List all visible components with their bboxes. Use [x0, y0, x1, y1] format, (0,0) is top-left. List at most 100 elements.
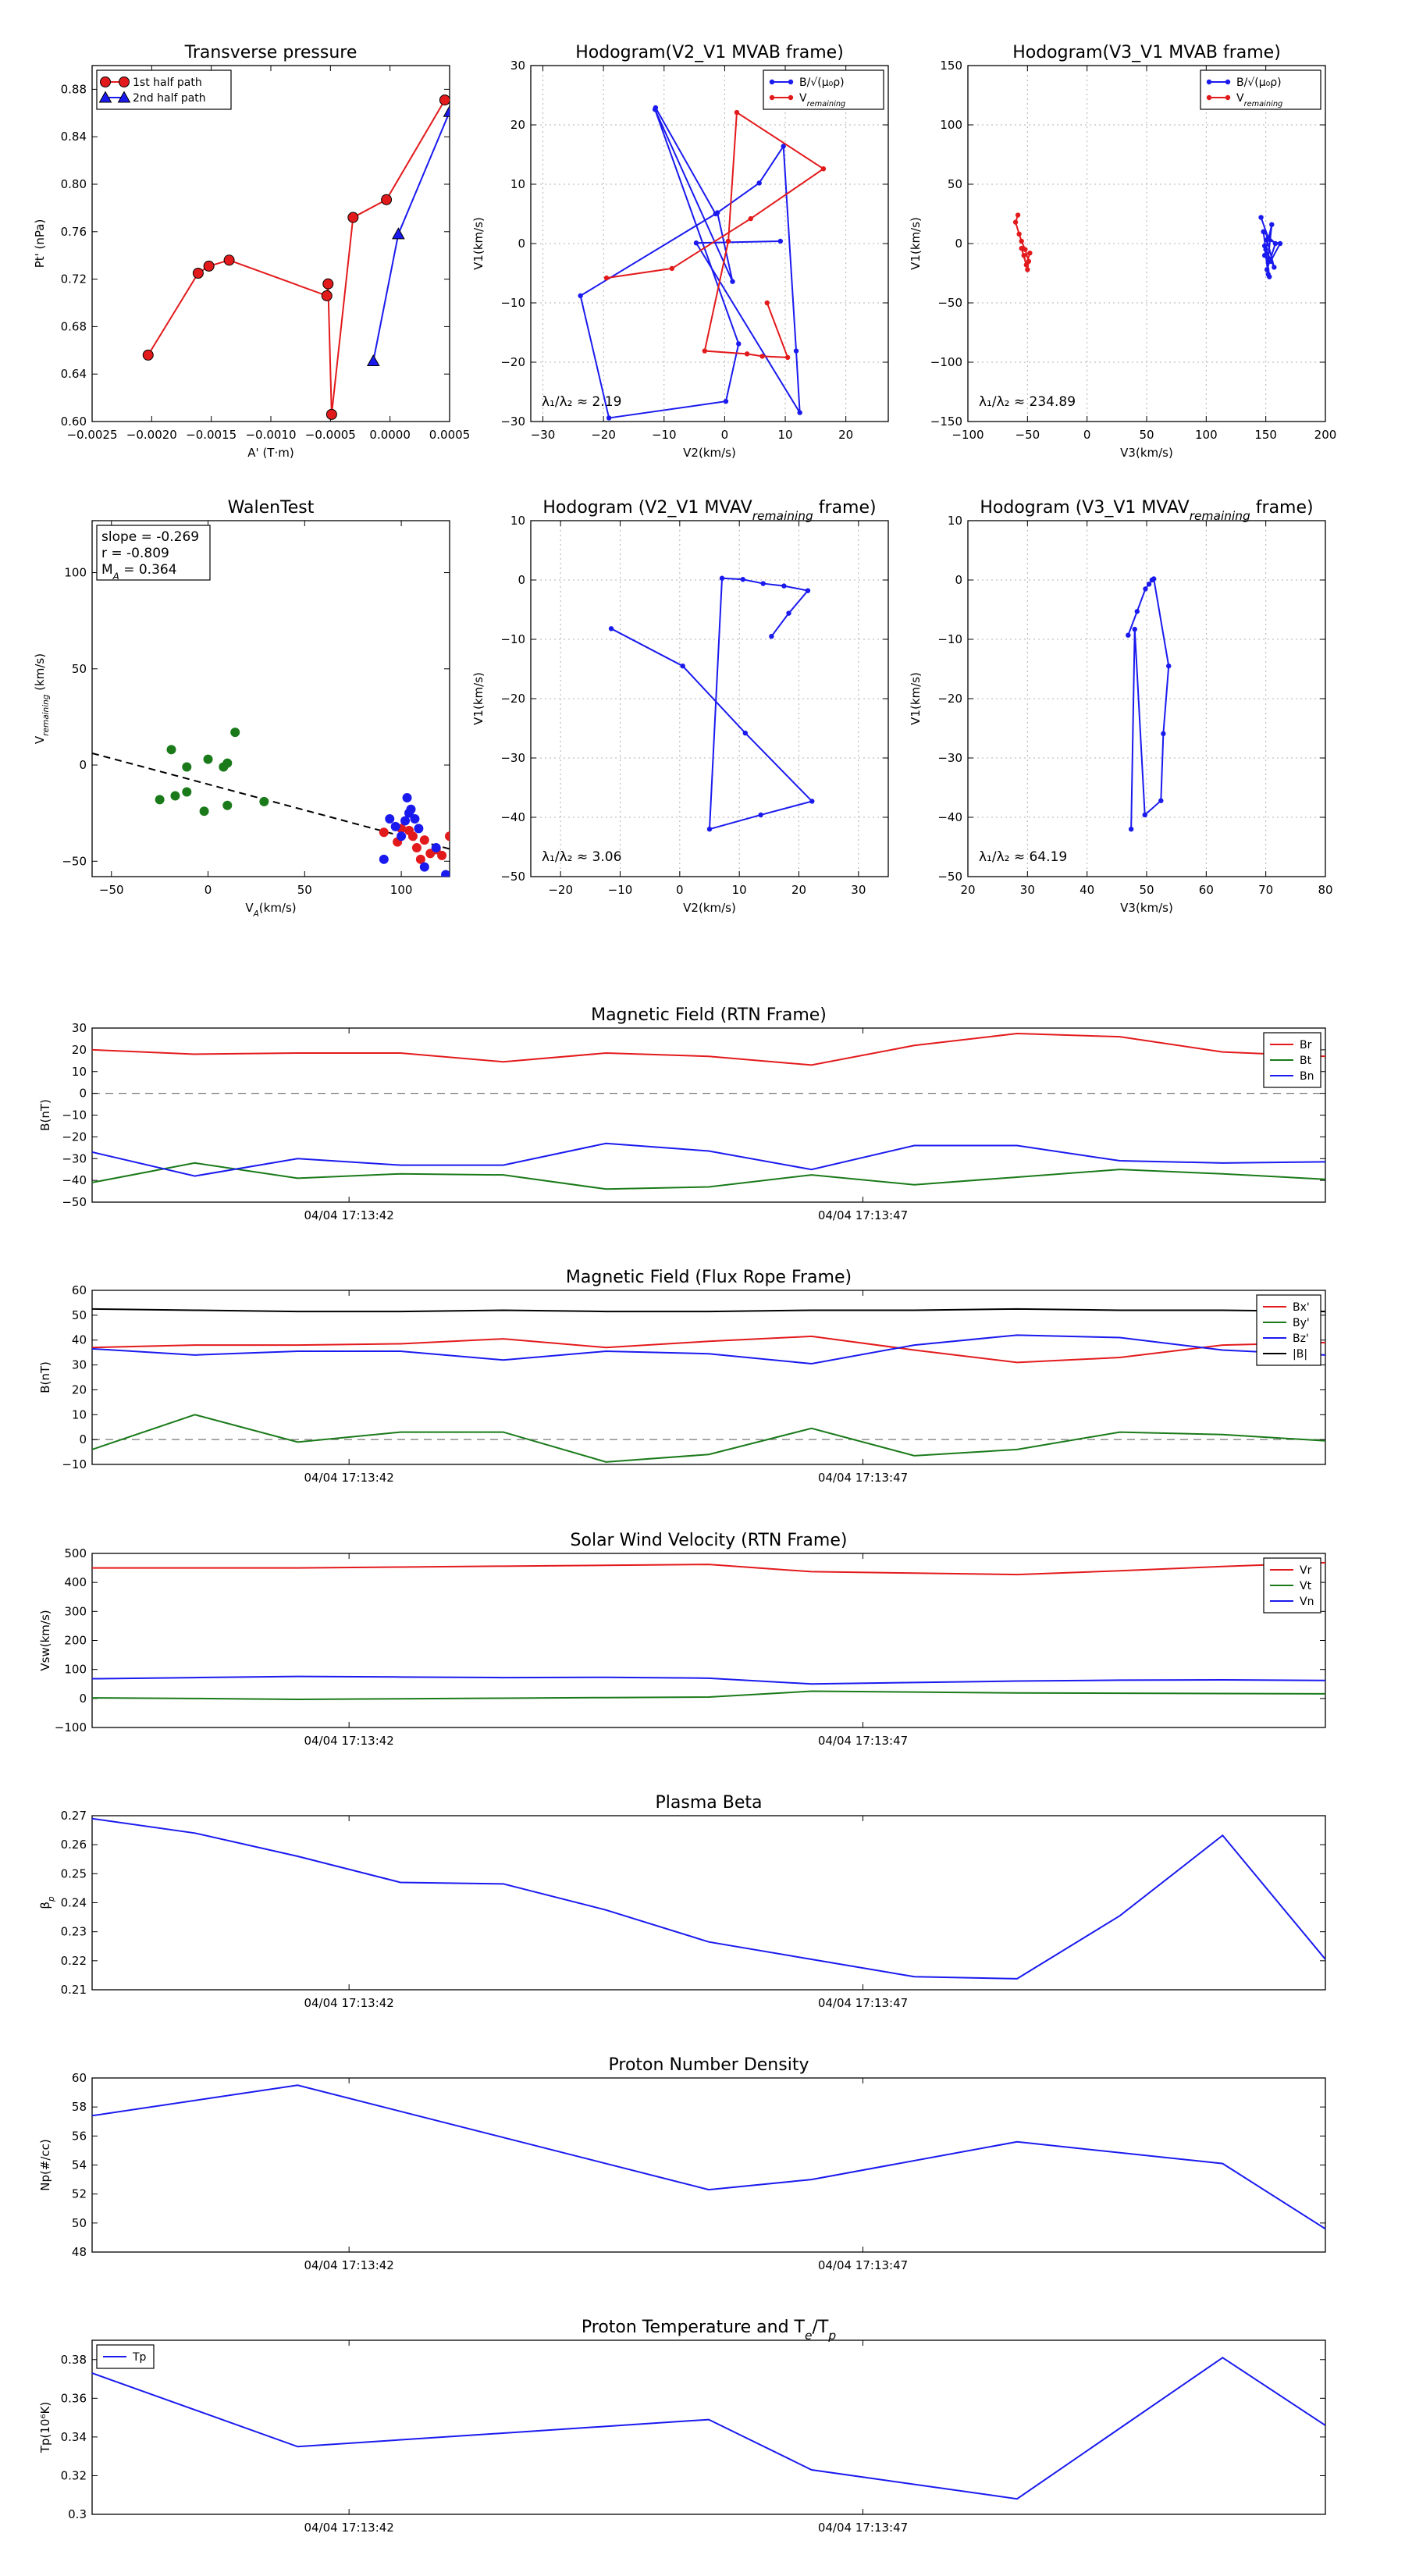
stats-line: r = -0.809: [101, 546, 169, 561]
chart-plasma-beta: 04/04 17:13:42 04/04 17:13:47 0.21 0.22 0.23…: [38, 1793, 1326, 2010]
x-tick-label: 0: [721, 428, 729, 442]
legend-marker: [788, 79, 794, 85]
data-point-B/√(μ₀ρ): [1269, 222, 1275, 227]
data-point-path: [1146, 582, 1152, 587]
data-point-red: [445, 831, 450, 841]
y-tick-label: −40: [500, 810, 525, 824]
y-tick-label: −50: [937, 870, 962, 884]
y-tick-label: −30: [500, 751, 525, 765]
y-tick-label: 30: [72, 1021, 87, 1035]
y-tick-label: 20: [72, 1043, 87, 1057]
data-point-V_remaining: [744, 351, 750, 357]
legend-marker: [769, 79, 775, 85]
data-point-V_remaining: [759, 354, 765, 359]
data-point-B/√(μ₀ρ): [1272, 265, 1277, 270]
x-tick-label: 04/04 17:13:47: [818, 1471, 908, 1485]
ratio-annotation: λ₁/λ₂ ≈ 234.89: [979, 394, 1076, 410]
x-tick-label: 10: [732, 883, 747, 897]
chart-title: Magnetic Field (RTN Frame): [591, 1005, 827, 1025]
legend-label-B/√(μ₀ρ): B/√(μ₀ρ): [799, 76, 845, 89]
chart-title: Solar Wind Velocity (RTN Frame): [571, 1531, 848, 1550]
data-layer: [1012, 212, 1283, 279]
y-tick-label: 0.27: [61, 1809, 87, 1823]
axes-frame: [91, 1553, 1326, 1728]
x-tick-label: 60: [1199, 883, 1214, 897]
x-tick-label: 04/04 17:13:47: [818, 1996, 908, 2010]
data-point-V_remaining: [748, 215, 753, 222]
y-tick-label: −10: [62, 1108, 87, 1123]
legend-marker: [769, 94, 775, 101]
data-layer: [92, 2357, 1325, 2500]
y-tick-label: 0: [79, 758, 87, 772]
data-point-path: [1143, 586, 1148, 592]
legend-label-Vn: Vn: [1300, 1596, 1314, 1608]
legend: B/√(μ₀ρ) Vremaining: [1200, 69, 1321, 110]
y-tick-label: 0.76: [61, 225, 87, 239]
chart-hodogram-v3v1-mvav: 20 30 40 50 60 70 80 −50 −40 −30 −20 −10 0 10 Hodogram…: [909, 498, 1333, 915]
legend-marker: [1206, 94, 1212, 101]
data-point-B/√(μ₀ρ): [1264, 267, 1270, 272]
y-tick-label: 0.34: [61, 2430, 87, 2444]
y-tick-label: 40: [72, 1333, 87, 1347]
y-tick-label: 50: [72, 2216, 87, 2230]
x-tick-label: 50: [297, 883, 312, 897]
x-tick-label: 30: [851, 883, 866, 897]
data-layer: [142, 94, 450, 420]
legend: B/√(μ₀ρ) Vremaining: [763, 69, 884, 110]
series-line-Np: [92, 2084, 1325, 2230]
x-tick-label: 50: [1139, 428, 1154, 442]
x-tick-label: −0.0010: [245, 428, 296, 442]
series-line-|B|: [92, 1308, 1325, 1313]
data-layer: [92, 728, 450, 877]
y-axis-label: V1(km/s): [909, 217, 923, 270]
data-point-1st half path: [322, 278, 334, 290]
x-tick-label: −20: [548, 883, 573, 897]
x-tick-label: 04/04 17:13:42: [304, 2258, 393, 2272]
y-axis-label: Tp(10⁶K): [38, 2402, 52, 2453]
y-tick-label: 48: [72, 2245, 87, 2259]
series-line-Tp: [92, 2357, 1325, 2500]
series-line-Bt: [92, 1162, 1325, 1190]
data-point-green: [203, 754, 213, 764]
series-line-Vt: [92, 1690, 1325, 1700]
data-point-B/√(μ₀ρ): [1277, 240, 1283, 247]
chart-title: Hodogram(V2_V1 MVAB frame): [575, 43, 844, 62]
series-line-2nd half path: [372, 111, 450, 361]
data-point-1st half path: [321, 290, 333, 301]
y-tick-label: −20: [500, 692, 525, 706]
legend-box: [1200, 69, 1321, 110]
legend: Vr Vt Vn: [1263, 1557, 1321, 1614]
legend-label-V_remaining: Vremaining: [799, 92, 845, 109]
x-tick-label: 04/04 17:13:42: [304, 1208, 393, 1222]
y-tick-label: 150: [940, 59, 962, 73]
series-line-Bx': [92, 1335, 1325, 1364]
data-point-green: [170, 791, 180, 801]
data-point-B/√(μ₀ρ): [1264, 237, 1270, 243]
legend-marker: [1225, 94, 1231, 101]
legend-label-2nd half path: 2nd half path: [133, 92, 206, 105]
series-line-Bn: [92, 1142, 1325, 1177]
axes-frame: [91, 1027, 1326, 1203]
y-tick-label: 10: [510, 177, 525, 191]
data-point-2nd half path: [443, 105, 450, 117]
data-point-path: [1134, 609, 1140, 614]
data-point-path: [769, 634, 774, 639]
data-point-V_remaining: [1016, 231, 1022, 237]
data-point-path: [740, 577, 745, 582]
data-layer: [578, 105, 827, 421]
data-point-1st half path: [223, 254, 235, 266]
data-point-1st half path: [203, 260, 215, 272]
data-point-green: [199, 806, 209, 817]
y-tick-label: 0.3: [68, 2507, 87, 2521]
data-point-green: [182, 762, 192, 772]
legend-box: [763, 69, 884, 110]
y-tick-label: 0: [79, 1432, 87, 1446]
axes-frame: [91, 520, 450, 877]
y-tick-label: 0.25: [61, 1866, 87, 1880]
data-point-green: [166, 745, 176, 755]
data-point-B/√(μ₀ρ): [793, 348, 799, 354]
x-tick-label: 80: [1318, 883, 1332, 897]
data-point-path: [1161, 731, 1166, 737]
x-tick-label: 40: [1080, 883, 1094, 897]
data-point-V_remaining: [1019, 245, 1024, 251]
